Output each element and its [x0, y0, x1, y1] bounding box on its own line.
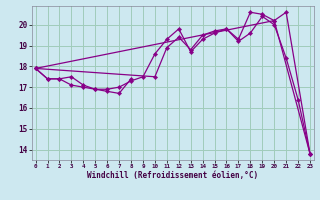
X-axis label: Windchill (Refroidissement éolien,°C): Windchill (Refroidissement éolien,°C) [87, 171, 258, 180]
